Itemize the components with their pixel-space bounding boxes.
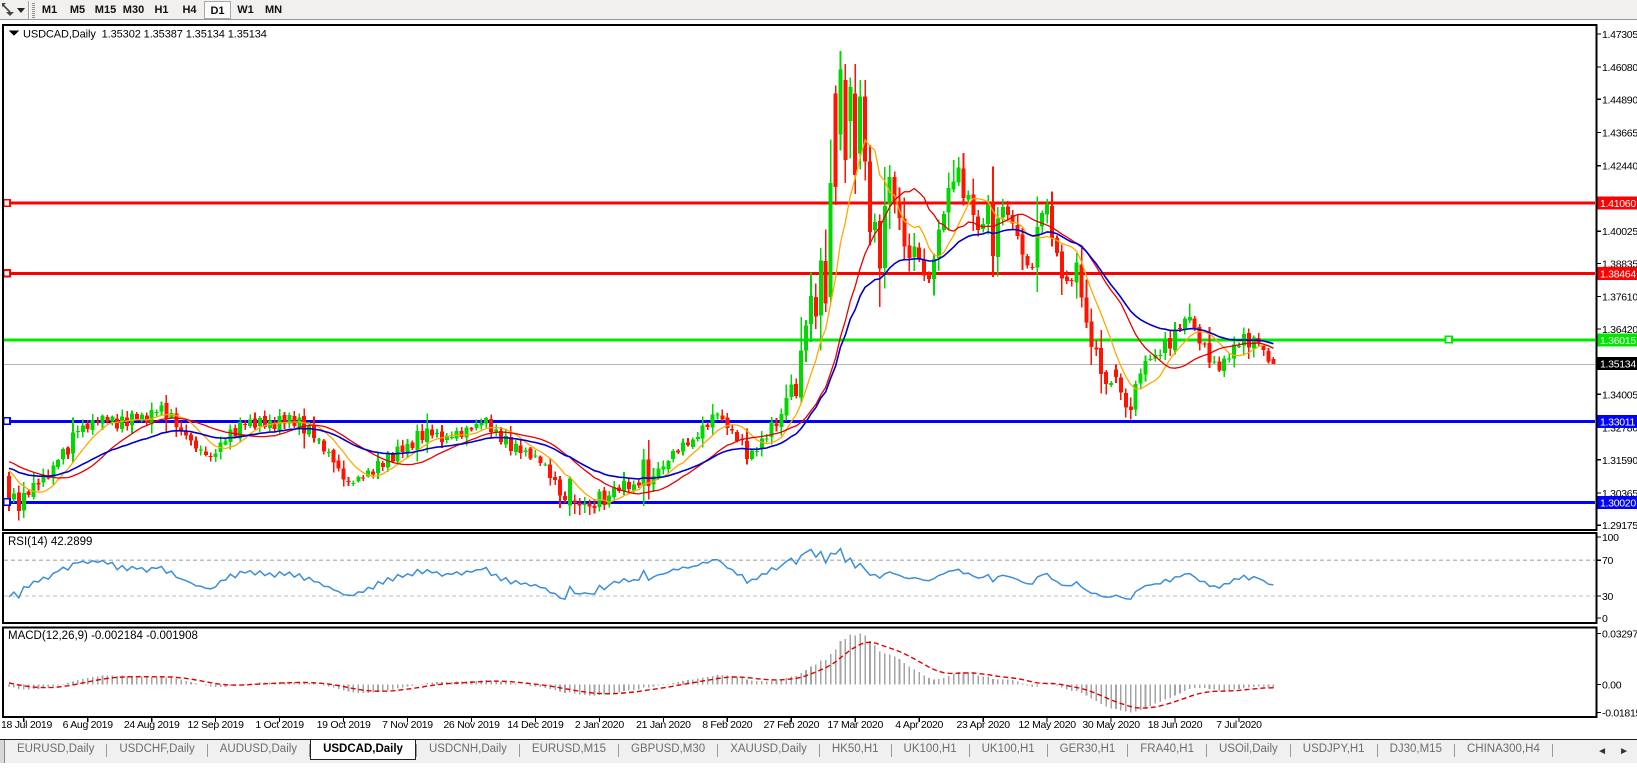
svg-text:1.31590: 1.31590 [1602, 455, 1637, 467]
svg-text:1.38464: 1.38464 [1600, 269, 1636, 281]
svg-text:6 Aug 2019: 6 Aug 2019 [63, 719, 114, 731]
svg-text:0: 0 [1602, 613, 1608, 625]
svg-text:23 Apr 2020: 23 Apr 2020 [957, 719, 1011, 731]
svg-text:1.47305: 1.47305 [1602, 29, 1637, 41]
svg-text:17 Mar 2020: 17 Mar 2020 [827, 719, 883, 731]
svg-text:1.44890: 1.44890 [1602, 94, 1637, 106]
svg-text:2 Jan 2020: 2 Jan 2020 [575, 719, 624, 731]
svg-text:1.29175: 1.29175 [1602, 520, 1637, 532]
svg-text:1.40025: 1.40025 [1602, 226, 1637, 238]
svg-text:14 Dec 2019: 14 Dec 2019 [507, 719, 564, 731]
svg-text:27 Feb 2020: 27 Feb 2020 [763, 719, 819, 731]
svg-text:1.43665: 1.43665 [1602, 128, 1637, 140]
svg-text:4 Apr 2020: 4 Apr 2020 [895, 719, 943, 731]
svg-text:30: 30 [1602, 591, 1614, 603]
svg-text:7 Jul 2020: 7 Jul 2020 [1216, 719, 1262, 731]
svg-text:30 May 2020: 30 May 2020 [1082, 719, 1140, 731]
svg-text:8 Feb 2020: 8 Feb 2020 [702, 719, 753, 731]
svg-text:1.36015: 1.36015 [1600, 335, 1636, 347]
svg-text:1.35134: 1.35134 [1600, 359, 1636, 371]
svg-text:7 Nov 2019: 7 Nov 2019 [382, 719, 433, 731]
svg-text:12 Sep 2019: 12 Sep 2019 [187, 719, 244, 731]
svg-text:RSI(14) 42.2899: RSI(14) 42.2899 [8, 536, 92, 548]
svg-text:1.33011: 1.33011 [1600, 416, 1636, 428]
svg-text:USDCAD,Daily 1.35302 1.35387: USDCAD,Daily 1.35302 1.35387 1.35134 1.3… [23, 29, 267, 41]
svg-text:18 Jun 2020: 18 Jun 2020 [1148, 719, 1203, 731]
svg-text:1.46080: 1.46080 [1602, 62, 1637, 74]
svg-text:0.032972: 0.032972 [1602, 628, 1637, 640]
svg-text:70: 70 [1602, 555, 1614, 567]
svg-text:1.37610: 1.37610 [1602, 292, 1637, 304]
svg-text:18 Jul 2019: 18 Jul 2019 [1, 719, 52, 731]
svg-text:1.42440: 1.42440 [1602, 161, 1637, 173]
svg-text:0.00: 0.00 [1602, 680, 1622, 692]
svg-text:-0.018154: -0.018154 [1602, 708, 1637, 720]
svg-text:1.41060: 1.41060 [1600, 198, 1636, 210]
svg-text:26 Nov 2019: 26 Nov 2019 [443, 719, 500, 731]
svg-text:21 Jan 2020: 21 Jan 2020 [636, 719, 691, 731]
svg-text:100: 100 [1602, 532, 1619, 544]
svg-text:1.30020: 1.30020 [1600, 497, 1636, 509]
svg-text:12 May 2020: 12 May 2020 [1018, 719, 1076, 731]
svg-text:19 Oct 2019: 19 Oct 2019 [317, 719, 371, 731]
svg-text:24 Aug 2019: 24 Aug 2019 [124, 719, 180, 731]
svg-text:1 Oct 2019: 1 Oct 2019 [255, 719, 304, 731]
svg-text:1.34005: 1.34005 [1602, 389, 1637, 401]
svg-text:MACD(12,26,9) -0.002184 -0.001: MACD(12,26,9) -0.002184 -0.001908 [8, 630, 198, 642]
